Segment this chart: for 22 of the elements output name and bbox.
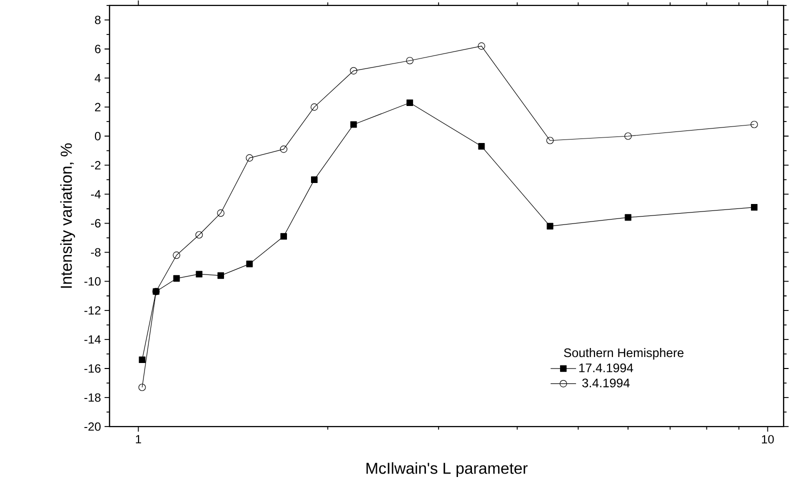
y-axis-title: Intensity variation, % — [60, 143, 76, 288]
x-tick-label: 10 — [762, 434, 774, 444]
y-tick-label: -10 — [84, 277, 101, 286]
legend-label: 3.4.1994 — [582, 378, 630, 388]
y-tick-label: -6 — [91, 218, 101, 228]
y-tick-label: 2 — [95, 102, 100, 112]
y-tick-label: 0 — [94, 132, 101, 140]
y-tick-label: 8 — [94, 16, 101, 24]
y-tick-label: -12 — [84, 306, 100, 314]
x-axis-title: McIlwain's L parameter — [366, 462, 528, 477]
y-tick-label: 6 — [95, 44, 101, 54]
y-tick-label: 4 — [94, 74, 101, 82]
y-tick-label: -8 — [91, 248, 101, 256]
y-tick-label: -16 — [84, 364, 101, 373]
y-tick-label: -14 — [84, 335, 101, 344]
legend-title: Southern Hemisphere — [564, 348, 684, 360]
y-tick-label: -2 — [91, 160, 100, 170]
x-tick-label: 1 — [136, 434, 142, 444]
y-tick-label: -18 — [84, 393, 101, 402]
y-tick-label: -4 — [91, 190, 101, 198]
y-tick-label: -20 — [84, 422, 101, 431]
legend-label: 17.4.1994 — [579, 363, 634, 372]
